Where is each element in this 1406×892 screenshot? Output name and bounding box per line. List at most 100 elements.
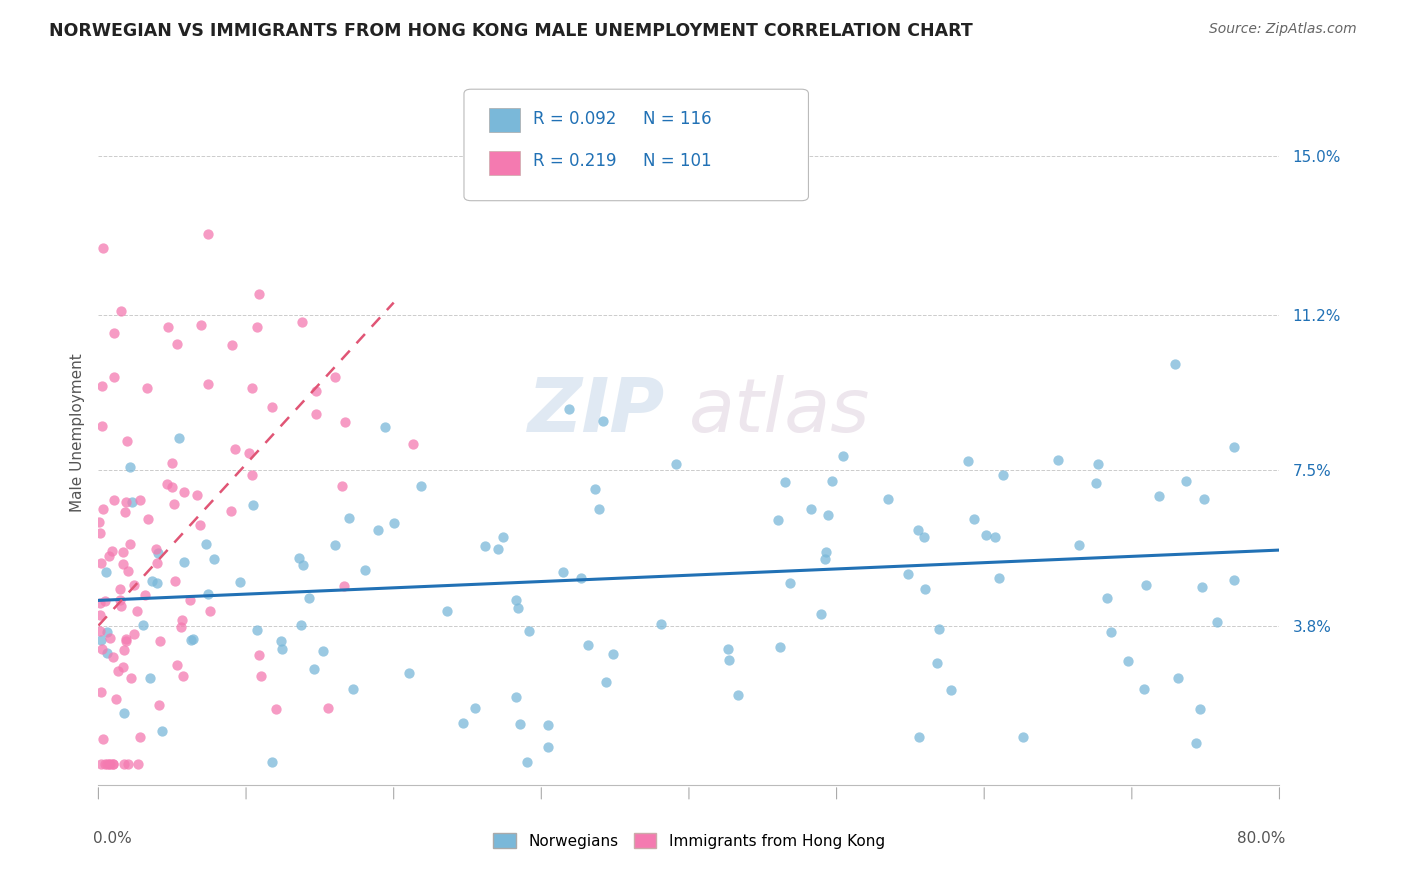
Norwegians [121, 494, 143, 508]
Norwegians [956, 453, 979, 467]
Legend: Norwegians, Immigrants from Hong Kong: Norwegians, Immigrants from Hong Kong [486, 827, 891, 855]
Norwegians [817, 508, 839, 523]
Immigrants from Hong Kong [122, 626, 145, 640]
Norwegians [505, 593, 527, 607]
Immigrants from Hong Kong [291, 314, 314, 328]
Immigrants from Hong Kong [166, 337, 188, 351]
Immigrants from Hong Kong [91, 379, 114, 393]
Norwegians [141, 574, 163, 589]
Immigrants from Hong Kong [188, 517, 211, 532]
Norwegians [120, 460, 142, 475]
Norwegians [583, 482, 606, 496]
Immigrants from Hong Kong [262, 400, 284, 414]
Norwegians [197, 587, 219, 601]
Norwegians [537, 718, 560, 732]
Norwegians [991, 468, 1014, 483]
Immigrants from Hong Kong [96, 756, 118, 771]
Immigrants from Hong Kong [249, 669, 271, 683]
Norwegians [939, 683, 962, 698]
Norwegians [974, 528, 997, 542]
Norwegians [1194, 491, 1216, 506]
Immigrants from Hong Kong [115, 632, 138, 646]
Immigrants from Hong Kong [112, 545, 135, 559]
Immigrants from Hong Kong [98, 549, 121, 563]
Norwegians [150, 723, 173, 738]
Norwegians [374, 420, 396, 434]
Norwegians [96, 566, 118, 580]
Immigrants from Hong Kong [128, 492, 150, 507]
Immigrants from Hong Kong [115, 495, 138, 509]
Norwegians [595, 675, 617, 690]
Norwegians [436, 604, 458, 618]
Immigrants from Hong Kong [316, 700, 339, 714]
Immigrants from Hong Kong [197, 377, 219, 392]
Immigrants from Hong Kong [163, 497, 186, 511]
Norwegians [262, 755, 284, 769]
Norwegians [912, 531, 935, 545]
Immigrants from Hong Kong [124, 578, 146, 592]
Immigrants from Hong Kong [156, 319, 179, 334]
Norwegians [517, 624, 540, 638]
Norwegians [1097, 591, 1119, 606]
Immigrants from Hong Kong [170, 613, 193, 627]
Immigrants from Hong Kong [163, 574, 186, 588]
Norwegians [292, 558, 315, 573]
Norwegians [1189, 702, 1212, 716]
Norwegians [557, 401, 579, 416]
Norwegians [1206, 615, 1229, 629]
Norwegians [367, 523, 389, 537]
Norwegians [576, 638, 599, 652]
Norwegians [96, 646, 118, 660]
Norwegians [928, 622, 950, 636]
Text: Source: ZipAtlas.com: Source: ZipAtlas.com [1209, 22, 1357, 37]
Norwegians [665, 458, 688, 472]
Norwegians [409, 479, 432, 493]
Norwegians [505, 690, 527, 705]
Immigrants from Hong Kong [108, 582, 131, 596]
Norwegians [96, 624, 118, 639]
Norwegians [509, 717, 531, 731]
Norwegians [354, 563, 377, 577]
Norwegians [984, 530, 1007, 544]
Norwegians [907, 730, 929, 744]
Immigrants from Hong Kong [148, 698, 170, 712]
Text: R = 0.092: R = 0.092 [533, 110, 616, 128]
Immigrants from Hong Kong [166, 657, 188, 672]
Immigrants from Hong Kong [264, 702, 287, 716]
Norwegians [588, 502, 610, 516]
Norwegians [246, 623, 269, 637]
Norwegians [717, 641, 740, 656]
Immigrants from Hong Kong [247, 648, 270, 662]
Norwegians [1185, 736, 1208, 750]
Norwegians [382, 516, 405, 531]
Immigrants from Hong Kong [246, 319, 269, 334]
Norwegians [302, 662, 325, 676]
Immigrants from Hong Kong [170, 620, 193, 634]
Norwegians [1149, 490, 1171, 504]
Norwegians [897, 567, 920, 582]
Immigrants from Hong Kong [197, 227, 219, 241]
Immigrants from Hong Kong [221, 338, 243, 352]
Immigrants from Hong Kong [90, 641, 112, 656]
Immigrants from Hong Kong [115, 634, 138, 648]
Immigrants from Hong Kong [332, 579, 354, 593]
Immigrants from Hong Kong [190, 318, 212, 332]
Norwegians [832, 449, 855, 463]
Norwegians [963, 512, 986, 526]
Immigrants from Hong Kong [224, 442, 246, 456]
Immigrants from Hong Kong [90, 419, 112, 434]
Norwegians [242, 498, 264, 512]
Immigrants from Hong Kong [89, 624, 111, 638]
Norwegians [202, 552, 225, 566]
Immigrants from Hong Kong [117, 564, 139, 578]
Norwegians [927, 657, 949, 671]
Text: NORWEGIAN VS IMMIGRANTS FROM HONG KONG MALE UNEMPLOYMENT CORRELATION CHART: NORWEGIAN VS IMMIGRANTS FROM HONG KONG M… [49, 22, 973, 40]
Immigrants from Hong Kong [90, 685, 112, 699]
Norwegians [1099, 624, 1122, 639]
Immigrants from Hong Kong [247, 287, 270, 301]
Immigrants from Hong Kong [94, 756, 117, 771]
Norwegians [877, 492, 900, 507]
Immigrants from Hong Kong [129, 731, 152, 745]
Immigrants from Hong Kong [238, 446, 260, 460]
Immigrants from Hong Kong [117, 756, 139, 771]
